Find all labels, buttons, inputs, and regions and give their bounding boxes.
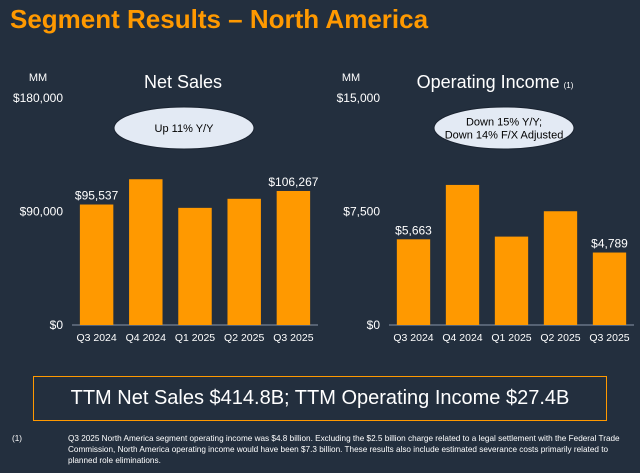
operating-income-bar-1 [445,184,480,325]
operating-income-callout-bubble [433,106,575,150]
net-sales-callout-bubble [113,106,255,150]
operating-income-x-tick-1: Q4 2024 [442,332,482,344]
operating-income-y-tick-2: $15,000 [337,91,381,105]
footnote: (1) Q3 2025 North America segment operat… [10,433,635,466]
net-sales-x-tick-4: Q3 2025 [273,332,313,344]
operating-income-bar-4 [592,252,627,325]
operating-income-unit-label: MM [342,72,360,84]
charts-area: MM Net Sales $0 $90,000 $180,000 Q3 2024 Q4 20… [13,72,634,344]
net-sales-x-tick-0: Q3 2024 [76,332,116,344]
net-sales-bar-4 [276,190,311,325]
net-sales-data-label-4: $106,267 [268,175,318,189]
net-sales-bar-0 [79,204,114,325]
net-sales-bar-3 [227,198,261,325]
operating-income-callout-text-1: Down 14% F/X Adjusted [445,130,564,142]
operating-income-data-label-0: $5,663 [395,223,432,237]
operating-income-bar-2 [494,236,529,325]
net-sales-bar-2 [178,207,212,325]
operating-income-y-tick-0: $0 [367,318,381,332]
operating-income-y-tick-1: $7,500 [343,205,380,219]
footnote-text: Q3 2025 North America segment operating … [68,434,620,465]
operating-income-x-tick-2: Q1 2025 [491,332,531,344]
net-sales-bar-1 [129,179,163,325]
operating-income-data-label-4: $4,789 [591,237,628,251]
slide-title: Segment Results – North America [10,4,429,34]
operating-income-x-tick-4: Q3 2025 [589,332,629,344]
operating-income-chart-title: Operating Income (1) [417,72,574,92]
ttm-summary-text: TTM Net Sales $414.8B; TTM Operating Inc… [70,387,570,409]
ttm-summary-box: TTM Net Sales $414.8B; TTM Operating Inc… [33,376,607,421]
operating-income-bar-0 [396,239,431,325]
net-sales-x-tick-3: Q2 2025 [224,332,264,344]
operating-income-callout-text-0: Down 15% Y/Y; [466,117,542,129]
operating-income-bar-3 [543,211,578,325]
net-sales-chart-title: Net Sales [144,72,222,92]
net-sales-x-tick-1: Q4 2024 [126,332,166,344]
net-sales-y-tick-1: $90,000 [20,205,64,219]
net-sales-y-tick-0: $0 [50,318,64,332]
net-sales-unit-label: MM [29,72,47,84]
operating-income-x-tick-3: Q2 2025 [540,332,580,344]
footnote-number: (1) [12,434,23,443]
operating-income-x-tick-0: Q3 2024 [393,332,433,344]
net-sales-callout-text-0: Up 11% Y/Y [155,123,215,135]
net-sales-y-tick-2: $180,000 [13,91,63,105]
net-sales-x-tick-2: Q1 2025 [175,332,215,344]
net-sales-data-label-0: $95,537 [75,189,119,203]
